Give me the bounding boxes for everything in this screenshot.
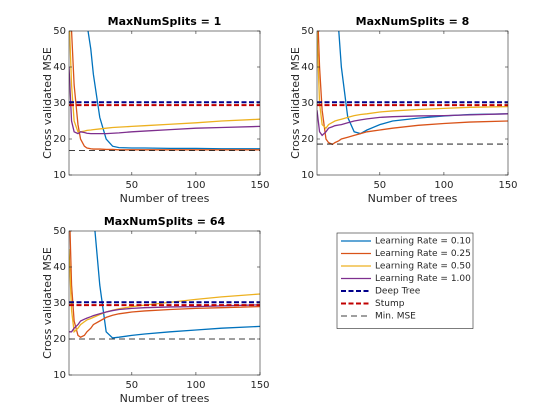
x-tick-label: 100 [186, 380, 205, 391]
plot-lines [69, 31, 260, 151]
legend-label: Learning Rate = 0.10 [375, 237, 471, 247]
y-tick-label: 10 [53, 370, 66, 381]
series-line [317, 110, 508, 137]
series-line [94, 231, 260, 339]
y-tick-label: 40 [301, 62, 314, 73]
y-axis-label: Cross validated MSE [41, 47, 54, 159]
x-tick-label: 50 [125, 180, 138, 191]
x-axis-label: Number of trees [120, 392, 210, 405]
plot-lines [69, 231, 260, 340]
y-tick-label: 30 [301, 98, 314, 109]
series-line [87, 31, 260, 150]
series-line [70, 31, 260, 151]
y-axis-label: Cross validated MSE [41, 247, 54, 359]
legend-label: Min. MSE [375, 312, 416, 322]
y-tick-label: 40 [53, 262, 66, 273]
plot-lines [317, 31, 508, 146]
y-tick-label: 20 [53, 134, 66, 145]
legend-label: Learning Rate = 0.50 [375, 262, 471, 272]
legend-label: Learning Rate = 0.25 [375, 249, 471, 259]
y-tick-label: 40 [53, 62, 66, 73]
x-tick-label: 150 [498, 180, 517, 191]
y-tick-label: 20 [301, 134, 314, 145]
y-tick-label: 50 [301, 26, 314, 37]
y-tick-label: 10 [301, 170, 314, 181]
chart-title: MaxNumSplits = 64 [104, 215, 226, 228]
legend: Learning Rate = 0.10 Learning Rate = 0.25… [336, 232, 474, 329]
series-line [317, 31, 508, 146]
series-line [69, 231, 260, 338]
series-line [317, 31, 508, 130]
y-tick-label: 50 [53, 226, 66, 237]
x-axis-label: Number of trees [120, 192, 210, 205]
x-tick-label: 100 [434, 180, 453, 191]
x-tick-label: 50 [373, 180, 386, 191]
x-axis-label: Number of trees [368, 192, 458, 205]
x-tick-label: 100 [186, 180, 205, 191]
chart-title: MaxNumSplits = 1 [108, 15, 222, 28]
y-tick-label: 30 [53, 98, 66, 109]
subplot: 10 20 30 40 50 50 100 150 MaxNumSplits = 8 Number… [289, 15, 518, 205]
y-tick-label: 30 [53, 298, 66, 309]
subplot: 10 20 30 40 50 50 100 150 MaxNumSplits = 64 Numbe… [41, 215, 270, 405]
legend-label: Learning Rate = 1.00 [375, 274, 471, 284]
series-line [69, 304, 260, 333]
x-tick-label: 150 [250, 380, 269, 391]
y-tick-label: 20 [53, 334, 66, 345]
legend-box [336, 232, 474, 329]
subplot: 10 20 30 40 50 50 100 150 MaxNumSplits = 1 Number… [41, 15, 270, 205]
series-line [69, 31, 260, 133]
y-tick-label: 50 [53, 26, 66, 37]
chart-title: MaxNumSplits = 8 [356, 15, 470, 28]
legend-label: Deep Tree [375, 287, 421, 297]
x-tick-label: 150 [250, 180, 269, 191]
legend-label: Stump [375, 299, 405, 309]
series-line [69, 66, 260, 135]
x-tick-label: 50 [125, 380, 138, 391]
y-axis-label: Cross validated MSE [289, 47, 302, 159]
y-tick-label: 10 [53, 170, 66, 181]
